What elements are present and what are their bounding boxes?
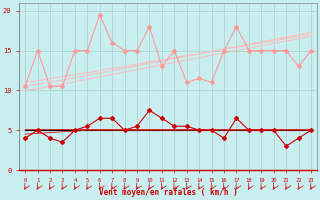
X-axis label: Vent moyen/en rafales ( km/h ): Vent moyen/en rafales ( km/h )	[99, 188, 237, 197]
